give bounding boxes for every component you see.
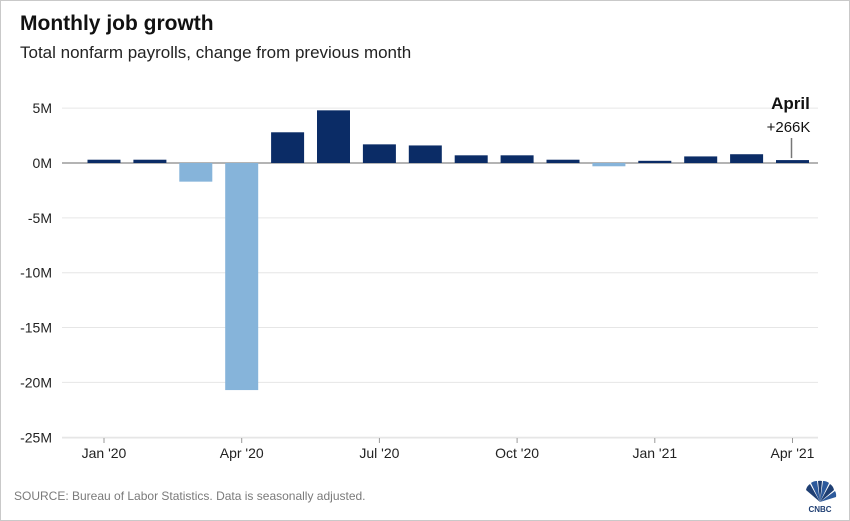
- bar-3: [225, 163, 259, 391]
- bar-2: [179, 163, 213, 182]
- bar-5: [317, 110, 350, 163]
- bar-8: [454, 155, 488, 163]
- bar-1: [133, 159, 167, 163]
- bar-9: [500, 155, 534, 163]
- bar-11: [592, 163, 626, 167]
- y-tick-label: 5M: [33, 100, 52, 116]
- bar-15: [776, 160, 809, 163]
- bar-4: [271, 132, 305, 163]
- nbc-peacock-logo: CNBC: [806, 480, 837, 514]
- x-axis: Jan '20 Apr '20 Jul '20 Oct '20 Jan '21 Apr '…: [62, 437, 818, 461]
- chart-title: Monthly job growth: [20, 12, 214, 35]
- logo-text: CNBC: [808, 505, 831, 514]
- x-tick-label: Jan '20: [82, 445, 127, 461]
- x-tick-label: Jul '20: [359, 445, 399, 461]
- bar-6: [362, 144, 396, 163]
- y-tick-label: -20M: [20, 374, 52, 390]
- x-tick-label: Oct '20: [495, 445, 539, 461]
- y-tick-label: -25M: [20, 429, 52, 445]
- annotation-title: April: [771, 94, 810, 113]
- chart-subtitle: Total nonfarm payrolls, change from prev…: [20, 43, 412, 62]
- source-note: SOURCE: Bureau of Labor Statistics. Data…: [14, 489, 366, 503]
- bars: [87, 110, 809, 391]
- annotation: April +266K: [767, 94, 811, 159]
- y-tick-label: -10M: [20, 265, 52, 281]
- x-tick-label: Apr '21: [771, 445, 815, 461]
- bar-13: [684, 156, 718, 163]
- y-tick-label: -5M: [28, 210, 52, 226]
- bar-7: [408, 145, 442, 163]
- bar-12: [638, 160, 672, 163]
- x-tick-label: Apr '20: [220, 445, 264, 461]
- bar-10: [546, 159, 580, 163]
- x-tick-label: Jan '21: [632, 445, 677, 461]
- annotation-value: +266K: [767, 119, 811, 136]
- bar-0: [87, 159, 121, 163]
- y-tick-label: 0M: [33, 155, 52, 171]
- bar-14: [730, 154, 764, 163]
- y-tick-label: -15M: [20, 320, 52, 336]
- y-axis: 5M 0M -5M -10M -15M -20M -25M: [20, 100, 52, 445]
